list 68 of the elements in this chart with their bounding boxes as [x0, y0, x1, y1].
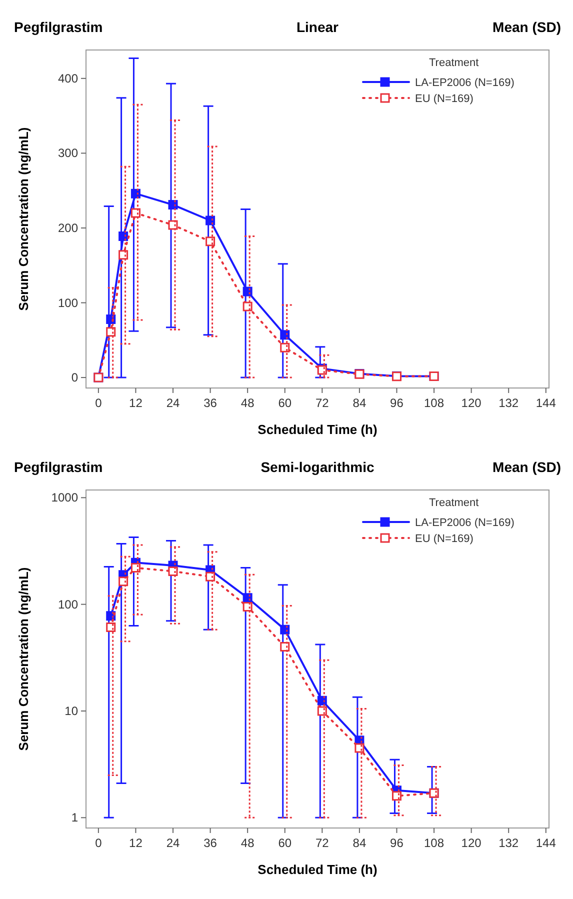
x-tick-label: 36 [204, 396, 218, 410]
point [280, 342, 290, 352]
point [206, 572, 216, 582]
x-tick-label: 132 [498, 396, 519, 410]
x-tick-label: 144 [536, 836, 556, 850]
x-tick-label: 84 [352, 836, 366, 850]
y-tick-label: 0 [71, 370, 78, 385]
x-tick-label: 48 [240, 836, 255, 850]
point [317, 706, 327, 716]
legend-label: EU (N=169) [415, 533, 474, 545]
x-tick-label: 12 [129, 396, 143, 410]
point [130, 563, 140, 573]
x-tick-label: 0 [95, 396, 102, 410]
x-tick-label: 0 [95, 836, 102, 850]
chart-title: Linear [296, 19, 340, 35]
x-tick-label: 72 [315, 836, 330, 850]
x-tick-label: 132 [498, 836, 519, 850]
x-tick-label: 84 [352, 396, 366, 410]
legend-label: LA-EP2006 (N=169) [415, 77, 514, 89]
point [354, 743, 364, 753]
x-tick-label: 60 [278, 396, 292, 410]
y-tick-label: 100 [58, 296, 78, 310]
y-axis-title: Serum Concentration (ng/mL) [16, 567, 31, 751]
y-tick-label: 10 [64, 704, 78, 718]
y-tick-label: 200 [58, 220, 78, 235]
point [106, 622, 116, 632]
point [106, 327, 116, 337]
point [280, 642, 290, 652]
x-tick-label: 120 [461, 396, 482, 410]
legend-title: Treatment [429, 497, 479, 509]
chart-title: Semi-logarithmic [260, 459, 374, 475]
point [130, 208, 140, 218]
x-tick-label: 48 [240, 396, 255, 410]
x-tick-label: 60 [278, 836, 292, 850]
x-tick-label: 96 [390, 836, 404, 850]
y-tick-label: 1 [71, 810, 78, 825]
text: Pegfilgrastim [14, 19, 103, 35]
x-tick-label: 144 [536, 396, 556, 410]
y-tick-label: 100 [58, 597, 78, 612]
point [242, 302, 252, 312]
point [118, 250, 128, 260]
y-tick-label: 300 [58, 146, 78, 160]
x-tick-label: 96 [390, 396, 404, 410]
text: Pegfilgrastim [14, 459, 103, 475]
y-tick-label: 1000 [51, 490, 78, 505]
point [242, 602, 252, 612]
x-tick-label: 108 [424, 396, 444, 410]
text: Mean (SD) [492, 19, 561, 35]
legend-label: LA-EP2006 (N=169) [415, 517, 514, 529]
x-tick-label: 12 [129, 836, 143, 850]
point [118, 576, 128, 586]
y-axis-title: Serum Concentration (ng/mL) [16, 127, 31, 311]
y-tick-label: 400 [58, 71, 78, 86]
point [206, 236, 216, 246]
point [168, 220, 178, 230]
point [168, 566, 178, 576]
legend-label: EU (N=169) [415, 93, 474, 105]
x-axis-title: Scheduled Time (h) [258, 862, 378, 877]
x-tick-label: 36 [204, 836, 218, 850]
text: Mean (SD) [492, 459, 561, 475]
x-axis-title: Scheduled Time (h) [258, 422, 378, 437]
x-tick-label: 72 [315, 396, 330, 410]
x-tick-label: 24 [166, 836, 180, 850]
legend-title: Treatment [429, 57, 479, 69]
x-tick-label: 108 [424, 836, 444, 850]
point [392, 791, 402, 801]
x-tick-label: 120 [461, 836, 482, 850]
x-tick-label: 24 [166, 396, 180, 410]
